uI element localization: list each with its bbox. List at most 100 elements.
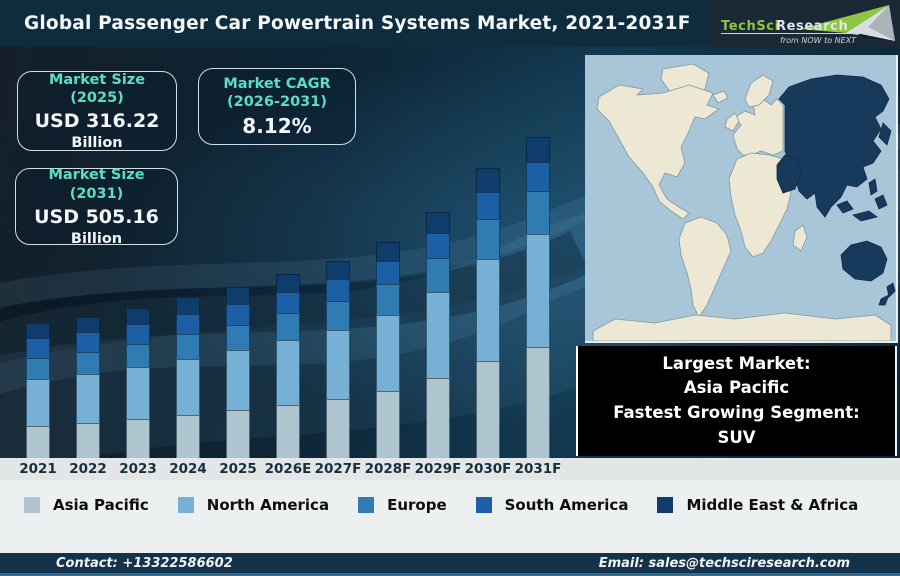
bar-segment-north-america: [526, 233, 550, 347]
header-bar: Global Passenger Car Powertrain Systems …: [0, 0, 900, 47]
bar-segment-north-america: [76, 373, 100, 424]
bar-segment-north-america: [276, 340, 300, 405]
bar-segment-asia-pacific: [126, 419, 150, 458]
bar-2025: [226, 287, 250, 458]
bar-2031F: [526, 137, 550, 458]
bar-segment-asia-pacific: [76, 423, 100, 458]
market-size-2031-box: Market Size (2031) USD 505.16 Billion: [15, 167, 178, 247]
bar-segment-europe: [426, 257, 450, 293]
logo-brand-primary: TechSci: [721, 19, 780, 34]
logo-tagline: from NOW to NEXT: [780, 36, 857, 45]
axis-label-2028F: 2028F: [364, 461, 412, 477]
bar-2030F: [476, 168, 500, 458]
bar-segment-asia-pacific: [476, 360, 500, 458]
bar-segment-south-america: [276, 291, 300, 314]
bar-2021: [26, 323, 50, 458]
bar-segment-north-america: [126, 366, 150, 420]
axis-label-2030F: 2030F: [464, 461, 512, 477]
bar-segment-south-america: [326, 279, 350, 302]
bar-segment-north-america: [426, 292, 450, 379]
bar-segment-south-america: [26, 338, 50, 358]
bar-2023: [126, 308, 150, 458]
axis-label-2022: 2022: [69, 461, 107, 477]
bar-segment-asia-pacific: [176, 414, 200, 458]
bar-2027F: [326, 261, 350, 458]
bar-segment-north-america: [226, 350, 250, 411]
market-size-2025-unit: Billion: [71, 135, 123, 152]
legend-label: North America: [206, 496, 330, 514]
highlight-box: Largest Market: Asia Pacific Fastest Gro…: [576, 346, 897, 456]
bar-segment-europe: [476, 219, 500, 260]
bar-2024: [176, 297, 200, 458]
axis-label-2027F: 2027F: [314, 461, 362, 477]
bar-segment-middle-east-africa: [376, 242, 400, 262]
legend-label: Europe: [387, 496, 447, 514]
market-cagr-box: Market CAGR (2026-2031) 8.12%: [198, 68, 356, 145]
axis-label-2026E: 2026E: [264, 461, 312, 477]
footer-bar: Contact: +13322586602 Email: sales@techs…: [0, 553, 900, 576]
bar-segment-south-america: [126, 323, 150, 344]
legend-label: Middle East & Africa: [686, 496, 859, 514]
bar-segment-middle-east-africa: [176, 297, 200, 314]
bar-segment-europe: [226, 325, 250, 351]
bar-2028F: [376, 242, 400, 458]
bar-segment-north-america: [376, 314, 400, 391]
world-map-svg: [585, 55, 896, 342]
bar-segment-europe: [26, 357, 50, 380]
axis-label-2025: 2025: [219, 461, 257, 477]
chart-footer-strip: 2021 2022 2023 2024 2025 2026E 2027F 2028F 2029F…: [0, 458, 900, 553]
bar-segment-north-america: [176, 358, 200, 415]
bar-segment-south-america: [426, 233, 450, 258]
legend-item-middle-east-africa: Middle East & Africa: [657, 496, 858, 514]
bar-segment-middle-east-africa: [226, 287, 250, 305]
bar-chart: [0, 47, 585, 458]
bar-segment-middle-east-africa: [476, 168, 500, 193]
market-cagr-value: 8.12%: [242, 114, 312, 139]
legend-swatch: [358, 497, 375, 513]
legend-swatch: [177, 497, 194, 513]
bar-segment-south-america: [226, 304, 250, 326]
legend-item-south-america: South America: [475, 496, 629, 514]
bar-segment-europe: [176, 334, 200, 359]
techsci-logo: TechSci Research from NOW to NEXT: [708, 0, 900, 47]
bar-segment-europe: [376, 284, 400, 315]
market-size-2031-value: USD 505.16: [34, 205, 159, 228]
bar-segment-north-america: [476, 259, 500, 361]
bar-segment-north-america: [26, 379, 50, 427]
legend-swatch: [24, 497, 40, 513]
logo-arrow-icon: TechSci Research from NOW to NEXT: [721, 5, 895, 45]
market-cagr-title: Market CAGR: [223, 75, 331, 92]
legend-swatch: [657, 497, 674, 513]
legend-label: South America: [504, 496, 629, 514]
axis-label-2024: 2024: [169, 461, 207, 477]
page-title: Global Passenger Car Powertrain Systems …: [24, 13, 691, 34]
bar-segment-middle-east-africa: [76, 316, 100, 333]
bar-segment-middle-east-africa: [426, 212, 450, 234]
bar-2022: [76, 316, 100, 458]
bar-segment-middle-east-africa: [26, 323, 50, 339]
bar-segment-asia-pacific: [526, 346, 550, 458]
market-size-2025-title: Market Size (2025): [48, 71, 146, 106]
legend-swatch: [475, 497, 492, 513]
bar-segment-europe: [326, 301, 350, 330]
market-cagr-subtitle: (2026-2031): [227, 94, 327, 110]
world-map: [585, 55, 898, 343]
contact-email: Email: sales@techsciresearch.com: [598, 555, 850, 571]
bar-segment-south-america: [376, 261, 400, 285]
axis-label-2021: 2021: [19, 461, 57, 477]
bar-segment-middle-east-africa: [126, 308, 150, 324]
bar-2026E: [276, 274, 300, 458]
contact-phone: Contact: +13322586602: [56, 555, 233, 571]
x-axis-labels: 2021 2022 2023 2024 2025 2026E 2027F 2028F 2029F…: [0, 458, 900, 480]
bar-segment-middle-east-africa: [276, 274, 300, 292]
legend-item-europe: Europe: [358, 496, 447, 514]
market-size-2031-title: Market Size (2031): [48, 167, 145, 202]
chart-legend: Asia Pacific North America Europe South Ame…: [0, 496, 900, 514]
bar-segment-south-america: [526, 162, 550, 191]
largest-market-value: Asia Pacific: [683, 378, 790, 398]
legend-label: Asia Pacific: [53, 496, 149, 514]
axis-label-2031F: 2031F: [514, 461, 562, 477]
fastest-segment-value: SUV: [717, 427, 756, 447]
bar-segment-asia-pacific: [276, 404, 300, 458]
